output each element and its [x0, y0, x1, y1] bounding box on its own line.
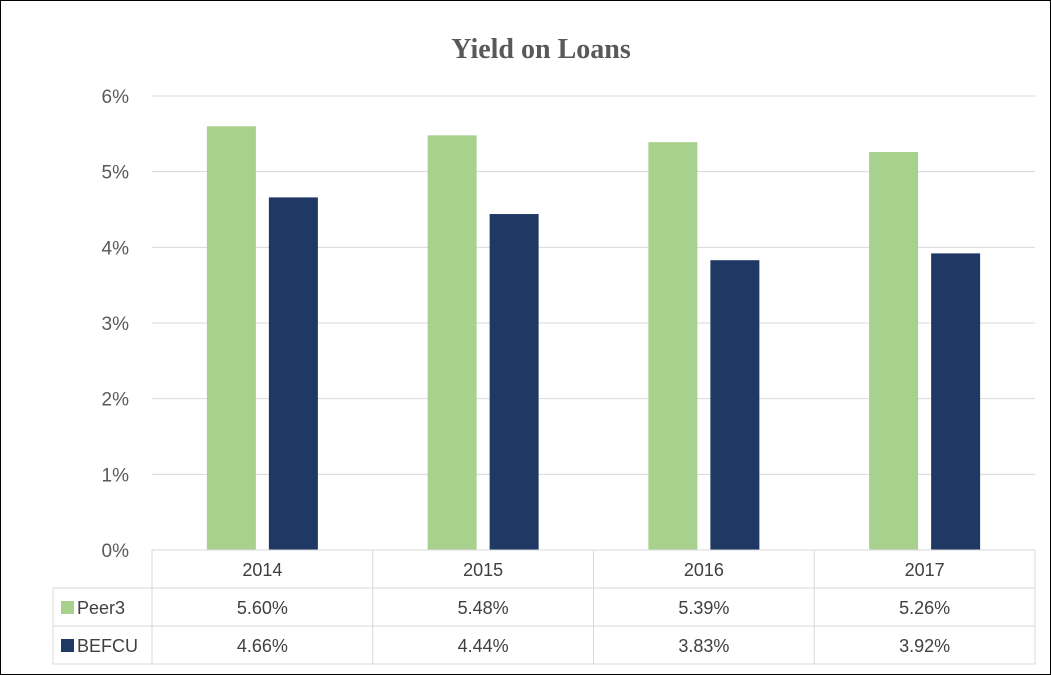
x-tick-label: 2017 [905, 560, 945, 580]
y-tick-label: 3% [102, 314, 130, 335]
data-label: 4.66% [237, 636, 288, 656]
data-table: 2014 2015 2016 2017 Peer3 5.60% 5.48% 5.39% 5.26… [52, 549, 1036, 665]
legend-key-befcu [61, 639, 74, 652]
y-tick-label: 0% [102, 541, 130, 562]
bars [206, 126, 981, 551]
data-label: 3.83% [678, 636, 729, 656]
bar-peer3-2017 [869, 151, 919, 550]
data-label: 4.44% [458, 636, 509, 656]
bar-befcu-2016 [710, 260, 760, 550]
y-tick-label: 6% [102, 87, 130, 108]
y-tick-label: 5% [102, 163, 130, 184]
data-label: 5.26% [899, 598, 950, 618]
bar-befcu-2017 [931, 253, 981, 551]
bar-peer3-2014 [206, 126, 256, 551]
legend-key-peer3 [61, 601, 74, 614]
chart-title: Yield on Loans [451, 34, 631, 65]
x-tick-label: 2015 [463, 560, 503, 580]
y-tick-label: 1% [102, 465, 130, 486]
bar-peer3-2016 [648, 142, 698, 550]
data-label: 5.39% [678, 598, 729, 618]
bar-befcu-2015 [489, 214, 539, 551]
bar-befcu-2014 [268, 197, 318, 551]
data-label: 5.48% [458, 598, 509, 618]
data-label: 3.92% [899, 636, 950, 656]
bar-peer3-2015 [427, 135, 477, 550]
x-tick-label: 2014 [242, 560, 282, 580]
y-axis-ticks: 0% 1% 2% 3% 4% 5% 6% [102, 87, 130, 562]
legend-label: Peer3 [77, 598, 125, 618]
y-tick-label: 4% [102, 238, 130, 259]
y-tick-label: 2% [102, 390, 130, 411]
data-label: 5.60% [237, 598, 288, 618]
legend-label: BEFCU [77, 636, 138, 656]
x-tick-label: 2016 [684, 560, 724, 580]
